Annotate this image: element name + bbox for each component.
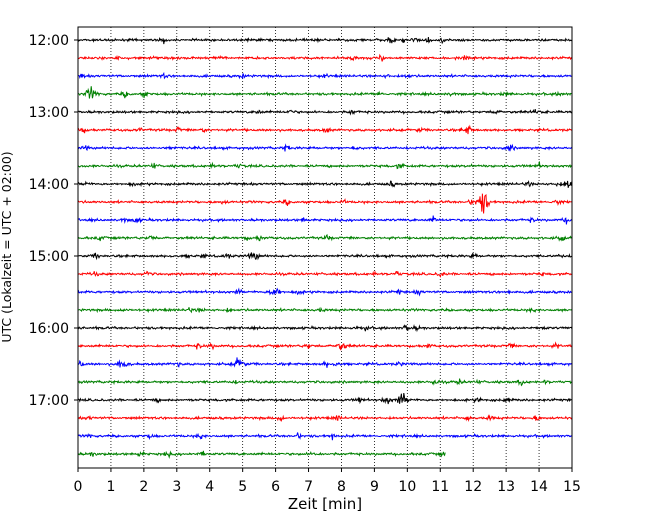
trace-row xyxy=(77,357,573,368)
trace-row xyxy=(77,161,573,170)
trace-row xyxy=(77,378,573,387)
trace-row xyxy=(77,124,572,135)
trace-row xyxy=(77,341,573,351)
y-tick-label: 12:00 xyxy=(29,33,69,49)
trace-row xyxy=(77,432,572,441)
x-tick-label: 4 xyxy=(205,479,214,495)
trace-row xyxy=(77,71,572,80)
trace-row xyxy=(77,392,573,405)
x-tick-label: 10 xyxy=(398,479,416,495)
x-tick-label: 8 xyxy=(337,479,346,495)
x-tick-label: 15 xyxy=(563,479,581,495)
trace-row xyxy=(77,306,573,314)
x-tick-label: 6 xyxy=(271,479,280,495)
trace-row xyxy=(77,215,573,225)
trace-row xyxy=(77,450,446,460)
x-tick-label: 2 xyxy=(139,479,148,495)
trace-row xyxy=(77,53,573,62)
trace-row xyxy=(77,108,573,116)
trace-row xyxy=(77,324,573,333)
y-axis: 12:00 13:00 14:00 15:00 16:00 17:00 xyxy=(29,33,78,409)
x-tick-label: 5 xyxy=(238,479,247,495)
trace-row xyxy=(77,36,573,45)
x-tick-label: 12 xyxy=(464,479,482,495)
trace-row xyxy=(77,86,572,99)
x-tick-label: 0 xyxy=(74,479,83,495)
trace-row xyxy=(77,252,572,261)
plot-background xyxy=(78,27,572,468)
trace-row xyxy=(77,287,572,297)
plot-frame xyxy=(77,26,573,469)
trace-row xyxy=(77,143,573,152)
y-tick-label: 13:00 xyxy=(29,105,69,121)
y-tick-label: 17:00 xyxy=(29,393,69,409)
x-tick-label: 11 xyxy=(431,479,449,495)
y-tick-label: 14:00 xyxy=(29,177,69,193)
trace-row xyxy=(77,233,573,242)
y-tick-label: 15:00 xyxy=(29,249,69,265)
y-axis-label: UTC (Lokalzeit = UTC + 02:00) xyxy=(0,151,14,342)
x-tick-label: 1 xyxy=(106,479,115,495)
trace-row xyxy=(77,270,573,278)
x-tick-label: 7 xyxy=(304,479,313,495)
x-tick-label: 9 xyxy=(370,479,379,495)
x-tick-label: 3 xyxy=(172,479,181,495)
trace-row xyxy=(77,414,573,423)
traces xyxy=(77,36,573,460)
trace-row xyxy=(77,179,573,188)
x-tick-label: 14 xyxy=(530,479,548,495)
x-axis-label: Zeit [min] xyxy=(288,495,362,513)
y-tick-label: 16:00 xyxy=(29,321,69,337)
x-axis: 0 1 2 3 4 5 6 7 8 9 10 11 12 13 14 15 xyxy=(74,468,581,495)
trace-row xyxy=(77,193,572,214)
x-tick-label: 13 xyxy=(497,479,515,495)
